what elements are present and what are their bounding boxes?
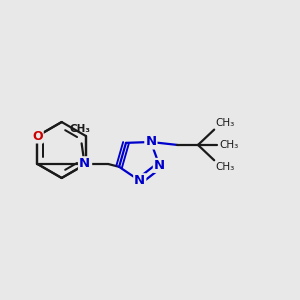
- Text: CH₃: CH₃: [216, 118, 235, 128]
- Text: N: N: [79, 158, 90, 170]
- Text: CH₃: CH₃: [219, 140, 238, 150]
- Text: N: N: [134, 174, 145, 187]
- Text: N: N: [145, 136, 156, 148]
- Text: O: O: [32, 130, 43, 142]
- Text: CH₃: CH₃: [70, 124, 91, 134]
- Text: CH₃: CH₃: [216, 162, 235, 172]
- Text: O: O: [81, 158, 91, 170]
- Text: N: N: [154, 159, 165, 172]
